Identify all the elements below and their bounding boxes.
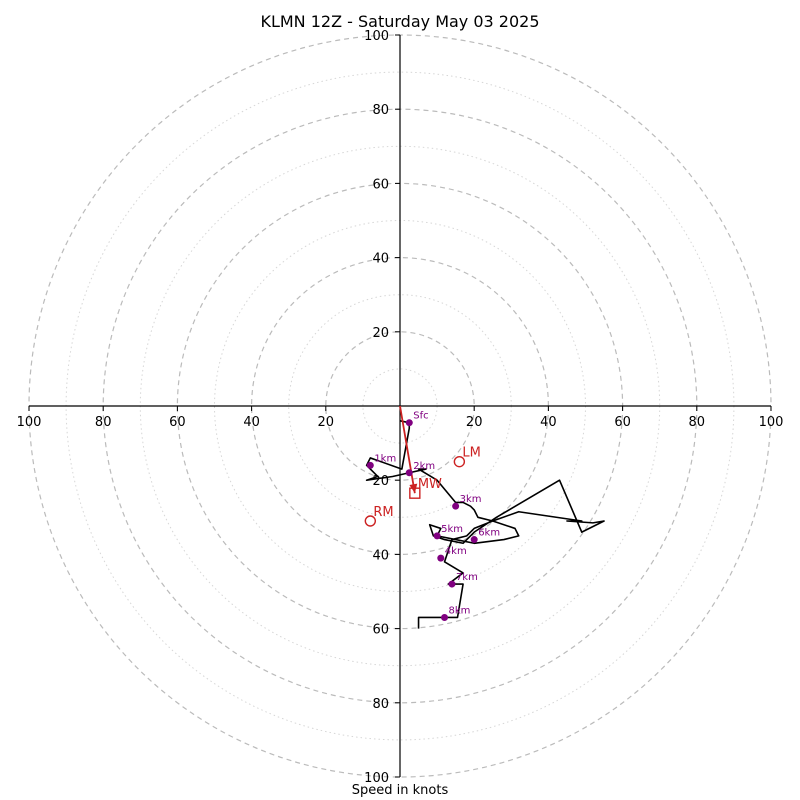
height-marker-label: 1km — [374, 453, 396, 464]
height-marker-label: 7km — [456, 572, 478, 583]
storm-motion-marker — [364, 515, 377, 527]
height-marker-label: 4km — [445, 546, 467, 557]
storm-motion-label: MW — [418, 477, 442, 492]
mean-wind-marker — [409, 487, 421, 499]
y-tick-label: 60 — [372, 623, 389, 638]
storm-motion-label: LM — [462, 446, 480, 461]
height-marker-label: 8km — [449, 605, 471, 616]
height-marker-point — [366, 461, 374, 469]
x-tick-label: 20 — [318, 415, 335, 430]
height-marker-point — [405, 419, 413, 427]
y-tick-label: 20 — [372, 474, 389, 489]
height-marker-point — [437, 554, 445, 562]
height-marker-label: 5km — [441, 524, 463, 535]
height-markers-group: Sfc 1km 2km 3km 4km 5km 6km 7km 8km — [366, 411, 500, 621]
hodograph-line — [365, 420, 605, 629]
height-marker-label: 3km — [460, 494, 482, 505]
x-tick-label: 40 — [243, 415, 260, 430]
height-marker-point — [470, 536, 478, 544]
storm-motion-group: LM RM MW — [364, 446, 481, 527]
y-tick-label: 100 — [364, 771, 389, 786]
x-tick-label: 60 — [169, 415, 186, 430]
x-tick-label: 40 — [540, 415, 557, 430]
storm-motion-label: RM — [373, 505, 393, 520]
x-tick-label: 100 — [17, 415, 42, 430]
y-tick-label: 100 — [364, 29, 389, 44]
x-tick-label: 80 — [689, 415, 706, 430]
height-marker-point — [441, 613, 449, 621]
height-marker-label: 2km — [413, 461, 435, 472]
height-marker-point — [448, 580, 456, 588]
height-marker-point — [433, 532, 441, 540]
tick-labels: 100 80 60 40 20 20 40 60 80 100 100 80 60 40 20 20 40 60 8… — [17, 29, 784, 786]
x-tick-label: 60 — [614, 415, 631, 430]
height-marker-point — [452, 502, 460, 510]
y-tick-label: 40 — [372, 252, 389, 267]
y-tick-label: 80 — [372, 103, 389, 118]
storm-motion-marker — [453, 455, 466, 468]
y-tick-label: 40 — [372, 548, 389, 563]
height-marker-label: 6km — [478, 528, 500, 539]
y-tick-label: 60 — [372, 177, 389, 192]
chart-title: KLMN 12Z - Saturday May 03 2025 — [260, 12, 540, 31]
x-tick-label: 20 — [466, 415, 483, 430]
y-tick-label: 20 — [372, 326, 389, 341]
x-tick-label: 80 — [95, 415, 112, 430]
height-marker-label: Sfc — [413, 411, 428, 422]
shear-vector-line — [399, 405, 416, 494]
x-tick-label: 100 — [759, 415, 784, 430]
x-axis-label: Speed in knots — [351, 783, 449, 798]
y-tick-label: 80 — [372, 697, 389, 712]
height-marker-point — [405, 469, 413, 477]
hodograph-trace-group — [365, 420, 605, 629]
